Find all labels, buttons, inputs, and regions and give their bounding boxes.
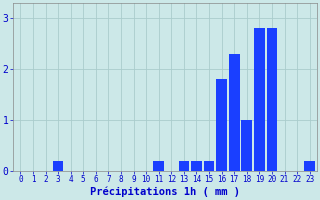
Bar [179,161,189,171]
Bar [229,54,240,171]
Bar [254,28,265,171]
Bar [204,161,214,171]
Bar [241,120,252,171]
X-axis label: Précipitations 1h ( mm ): Précipitations 1h ( mm ) [90,187,240,197]
Bar [267,28,277,171]
Bar [216,79,227,171]
Bar [53,161,63,171]
Bar [153,161,164,171]
Bar [191,161,202,171]
Bar [304,161,315,171]
